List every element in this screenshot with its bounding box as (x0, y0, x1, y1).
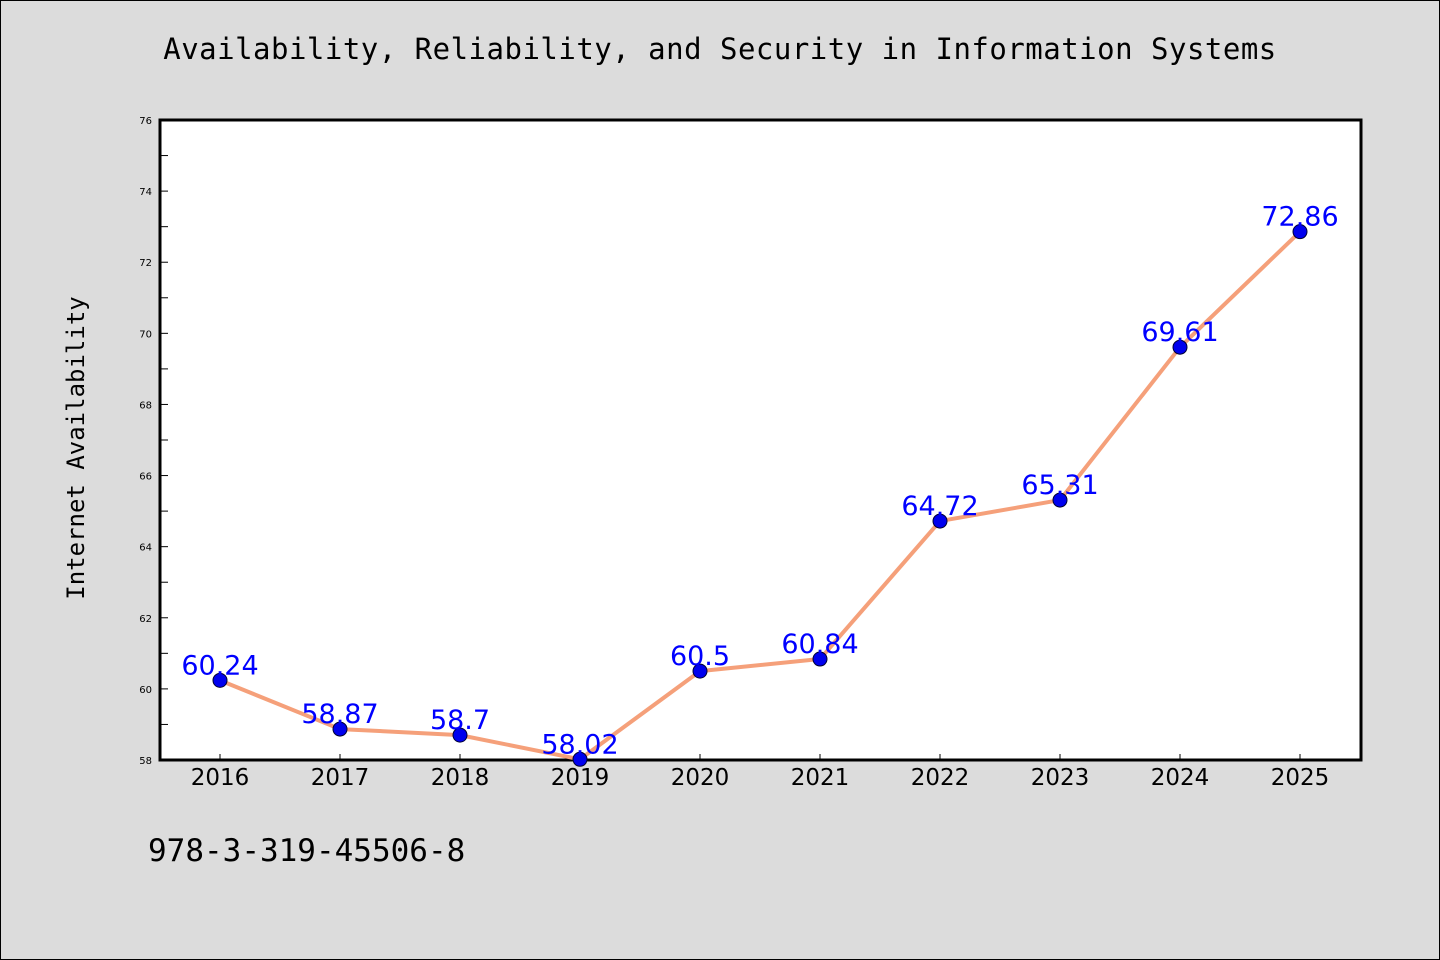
data-label: 60.24 (181, 650, 258, 681)
data-point (932, 513, 948, 529)
data-label: 58.7 (430, 705, 490, 736)
x-tick-label: 2020 (671, 765, 730, 791)
data-label: 58.87 (301, 699, 378, 730)
x-tick-label: 2018 (431, 765, 490, 791)
data-label: 69.61 (1141, 317, 1218, 348)
y-tick-label: 58 (139, 756, 152, 767)
y-tick-label: 70 (139, 329, 152, 340)
data-label: 58.02 (541, 729, 618, 760)
y-axis-label: Internet Availability (62, 296, 90, 599)
x-tick-label: 2017 (311, 765, 370, 791)
data-label: 64.72 (901, 491, 978, 522)
data-label: 72.86 (1261, 202, 1338, 233)
plot-area (158, 118, 1363, 762)
data-label: 60.84 (781, 629, 858, 660)
y-tick-label: 72 (139, 258, 152, 269)
data-point (452, 727, 468, 743)
chart-title: Availability, Reliability, and Security … (163, 32, 1277, 66)
data-point (572, 751, 588, 767)
series-layer (219, 230, 1302, 762)
data-point (212, 672, 228, 688)
y-tick-label: 66 (139, 472, 152, 483)
x-tick-label: 2019 (551, 765, 610, 791)
x-tick-label: 2023 (1031, 765, 1090, 791)
x-tick-label: 2025 (1271, 765, 1330, 791)
y-tick-label: 60 (139, 685, 152, 696)
isbn-text: 978-3-319-45506-8 (148, 833, 466, 869)
data-point (332, 721, 348, 737)
y-tick-label: 76 (139, 116, 152, 127)
data-point (812, 651, 828, 667)
marker-layer (212, 224, 1308, 767)
data-label: 60.5 (670, 641, 730, 672)
x-tick-label: 2024 (1151, 765, 1210, 791)
y-axis: 58 60 62 64 66 68 70 72 74 76 (139, 116, 168, 767)
data-label: 65.31 (1021, 470, 1098, 501)
y-tick-label: 62 (139, 614, 152, 625)
y-tick-label: 74 (139, 187, 152, 198)
data-point (1292, 224, 1308, 240)
y-tick-label: 68 (139, 400, 152, 411)
data-point (1172, 339, 1188, 355)
y-tick-label: 64 (139, 543, 152, 554)
x-tick-label: 2021 (791, 765, 850, 791)
label-layer: 60.24 58.87 58.7 58.02 60.5 60.84 64.72 65.31 69… (181, 202, 1338, 761)
x-axis: 2016 2017 2018 2019 2020 2021 2022 2023 2024 2025 (191, 754, 1330, 791)
series-line (219, 230, 1302, 762)
data-point (1052, 492, 1068, 508)
x-tick-label: 2022 (911, 765, 970, 791)
data-point (692, 663, 708, 679)
x-tick-label: 2016 (191, 765, 250, 791)
